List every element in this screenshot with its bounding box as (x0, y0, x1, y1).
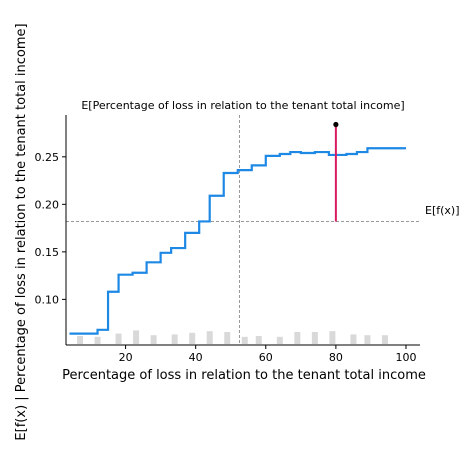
y-tick-label: 0.15 (35, 246, 60, 259)
histogram-bar (206, 331, 213, 344)
feature-histogram (77, 330, 388, 344)
expected-value-label: E[f(x)] (425, 204, 460, 217)
y-axis-label: E[f(x) | Percentage of loss in relation … (14, 23, 29, 440)
histogram-bar (311, 332, 318, 344)
y-ticks: 0.10 0.15 0.20 0.25 (35, 151, 66, 306)
reference-lines (66, 115, 420, 345)
histogram-bar (150, 335, 157, 344)
series-line (69, 147, 406, 335)
histogram-bar (77, 336, 84, 344)
histogram-bar (364, 335, 371, 344)
histogram-bar (381, 335, 388, 344)
histogram-bar (94, 336, 101, 344)
x-ticks: 20 40 60 80 100 (119, 345, 416, 364)
instance-point (333, 121, 339, 128)
histogram-bar (189, 332, 196, 344)
histogram-bar (276, 336, 283, 344)
histogram-bar (255, 336, 262, 344)
y-tick-label: 0.20 (35, 198, 60, 211)
x-axis-label: Percentage of loss in relation to the te… (62, 368, 426, 383)
x-tick-label: 100 (395, 351, 416, 364)
x-tick-label: 20 (119, 351, 133, 364)
histogram-bar (294, 332, 301, 344)
x-tick-label: 80 (329, 351, 343, 364)
x-tick-label: 60 (259, 351, 273, 364)
x-tick-label: 40 (189, 351, 203, 364)
histogram-bar (241, 336, 248, 344)
y-tick-label: 0.10 (35, 293, 60, 306)
chart-title: E[Percentage of loss in relation to the … (81, 99, 404, 112)
histogram-bar (350, 334, 357, 344)
histogram-bar (115, 333, 122, 344)
histogram-bar (171, 334, 178, 344)
histogram-bar (224, 332, 231, 344)
histogram-bar (133, 330, 140, 344)
histogram-bar (329, 331, 336, 344)
y-tick-label: 0.25 (35, 151, 60, 164)
